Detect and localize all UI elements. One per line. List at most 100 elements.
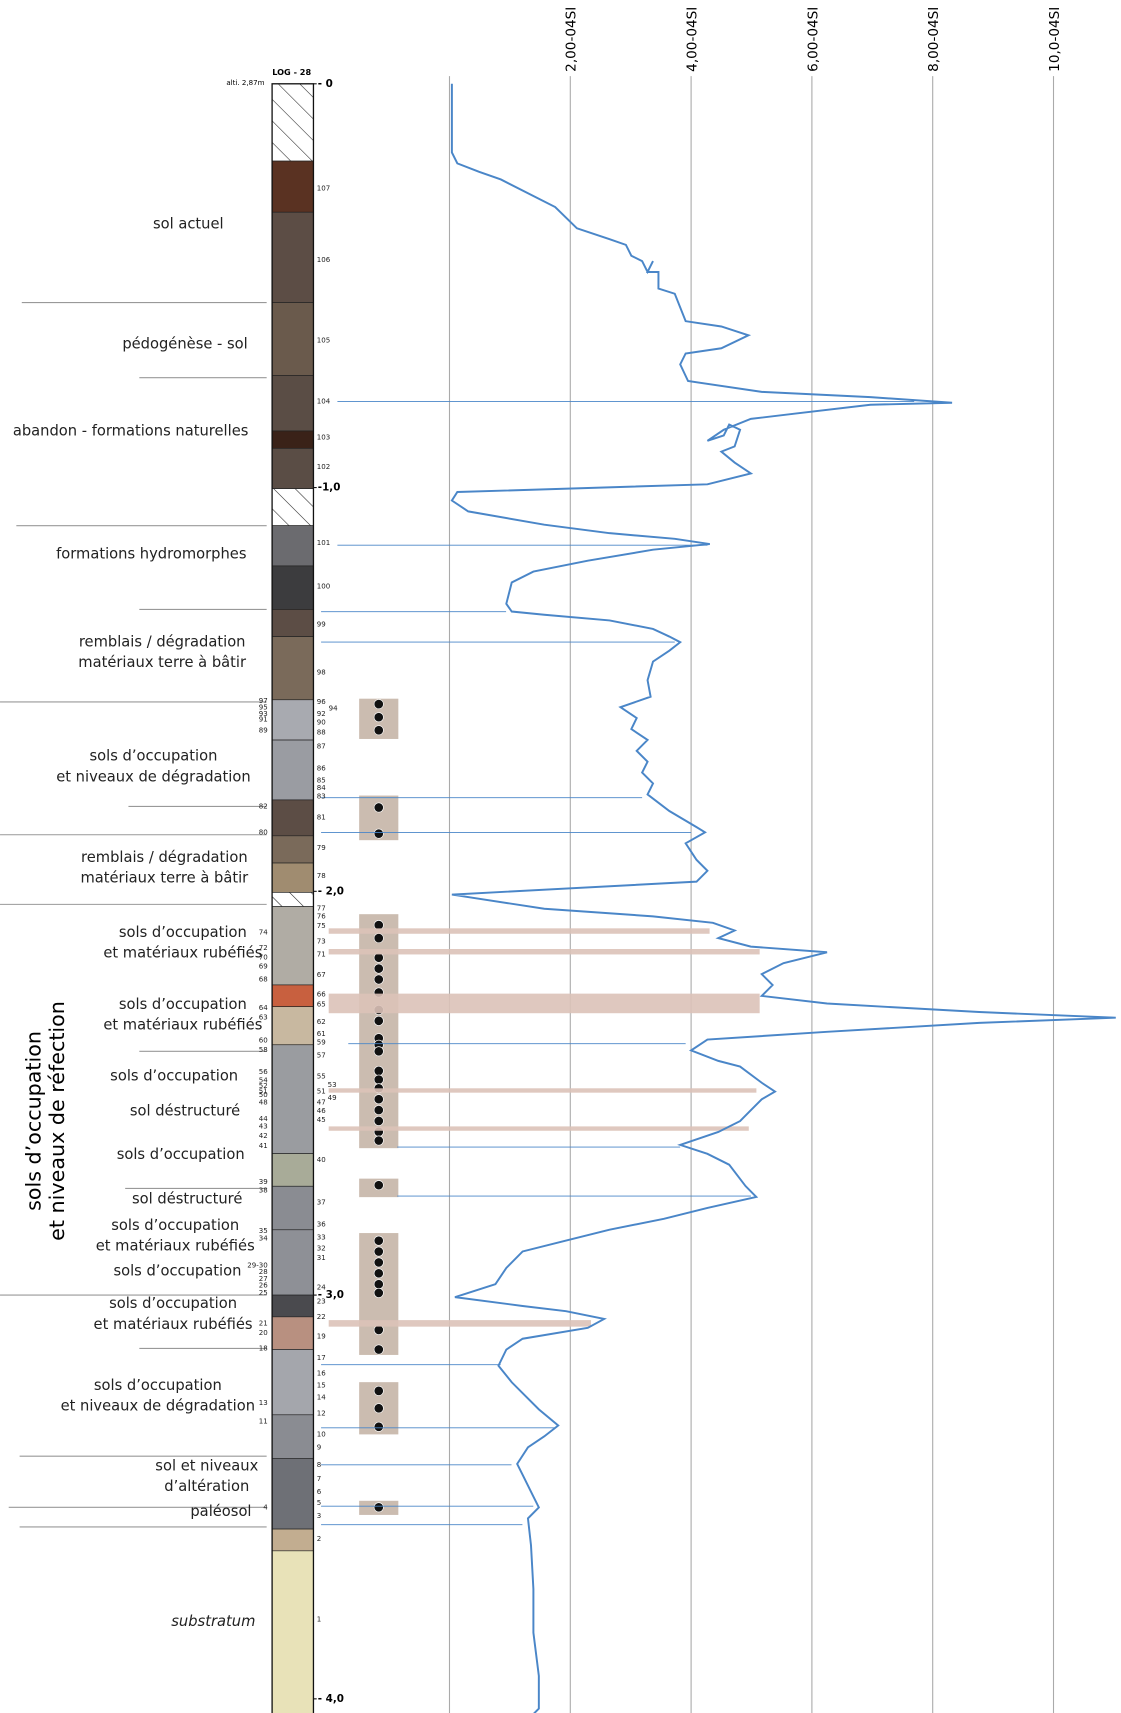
phase-label: et matériaux rubéfiés — [103, 1017, 262, 1034]
depth-label: - 2,0 — [318, 885, 344, 897]
log-layer — [271, 906, 314, 986]
band — [328, 1126, 749, 1131]
unit-number: 103 — [317, 433, 330, 442]
unit-number: 5 — [317, 1498, 322, 1507]
unit-number: 16 — [317, 1368, 326, 1377]
unit-number: 56 — [259, 1067, 268, 1076]
unit-number: 61 — [317, 1029, 326, 1038]
group-label: sols d’occupation — [21, 1031, 45, 1211]
unit-number: 83 — [317, 792, 326, 801]
unit-number: 39 — [259, 1177, 268, 1186]
sample-dot — [373, 828, 384, 839]
sample-dot — [373, 933, 384, 944]
unit-number: 21 — [259, 1318, 268, 1327]
sample-dot — [373, 1287, 384, 1298]
unit-number: 57 — [317, 1051, 326, 1060]
log-layer — [271, 430, 314, 449]
unit-number: 64 — [259, 1003, 268, 1012]
sample-dot — [373, 1344, 384, 1355]
phase-label: et niveaux de dégradation — [61, 1397, 255, 1414]
unit-number: 77 — [317, 904, 326, 913]
log-layer — [271, 1349, 314, 1416]
phase-label: et niveaux de dégradation — [56, 768, 250, 785]
band — [328, 928, 710, 934]
sample-dot — [373, 1246, 384, 1257]
sample-dot — [373, 1074, 384, 1085]
log-layer — [271, 862, 314, 893]
unit-number: 6 — [317, 1487, 322, 1496]
sample-dot — [373, 1279, 384, 1290]
unit-number: 85 — [317, 775, 326, 784]
log-layer — [271, 83, 314, 162]
phase-label: sols d’occupation — [117, 1146, 245, 1163]
unit-number: 68 — [259, 974, 268, 983]
phase-label: pédogénèse - sol — [122, 335, 247, 352]
unit-number: 43 — [259, 1121, 268, 1130]
unit-number: 1 — [317, 1614, 322, 1623]
unit-number: 46 — [317, 1106, 326, 1115]
log-layer — [271, 1528, 314, 1552]
sample-dot — [373, 1180, 384, 1191]
unit-number: 100 — [317, 582, 331, 591]
unit-number: 20 — [259, 1328, 268, 1337]
sample-dot — [373, 963, 384, 974]
band — [328, 993, 760, 1014]
log-layer — [271, 1006, 314, 1046]
sample-dot — [373, 1403, 384, 1414]
unit-number: 12 — [317, 1409, 326, 1418]
unit-number: 65 — [317, 1000, 326, 1009]
unit-number: 79 — [317, 843, 326, 852]
unit-number: 107 — [317, 183, 330, 192]
unit-number: 81 — [317, 812, 326, 821]
unit-number: 14 — [317, 1392, 326, 1401]
unit-number: 75 — [317, 921, 326, 930]
unit-number: 58 — [259, 1045, 268, 1054]
unit-number: 45 — [317, 1115, 326, 1124]
unit-number: 106 — [317, 255, 331, 264]
log-layer — [271, 1414, 314, 1459]
unit-number: 44 — [259, 1114, 268, 1123]
phase-label: et matériaux rubéfiés — [103, 945, 262, 962]
unit-number: 9 — [317, 1442, 322, 1451]
unit-number: 74 — [259, 928, 268, 937]
phase-label: sols d’occupation — [113, 1262, 241, 1279]
unit-number: 51 — [317, 1087, 326, 1096]
unit-number: 11 — [259, 1416, 268, 1425]
unit-number: 80 — [259, 828, 268, 837]
band — [328, 1320, 591, 1327]
unit-number: 25 — [259, 1288, 268, 1297]
depth-label: -1,0 — [318, 482, 341, 494]
log-layers — [271, 83, 314, 1713]
unit-number: 66 — [317, 990, 326, 999]
unit-number: 27 — [259, 1274, 268, 1283]
sample-dot — [373, 699, 384, 710]
unit-number: 10 — [317, 1429, 326, 1438]
unit-number: 13 — [259, 1398, 268, 1407]
unit-number: 8 — [317, 1460, 322, 1469]
unit-number: 86 — [317, 763, 326, 772]
unit-number: 59 — [317, 1038, 326, 1047]
sample-dot — [373, 712, 384, 723]
unit-number: 2 — [317, 1534, 322, 1543]
unit-number: 73 — [317, 936, 326, 945]
phase-label: abandon - formations naturelles — [13, 422, 249, 439]
unit-number: 63 — [259, 1013, 268, 1022]
unit-number: 99 — [317, 620, 326, 629]
log-layer — [271, 488, 314, 526]
unit-number: 82 — [259, 801, 268, 810]
band — [328, 949, 760, 955]
unit-number: 42 — [259, 1131, 268, 1140]
unit-number: 31 — [317, 1253, 326, 1262]
phase-label: sols d’occupation — [119, 924, 247, 941]
phase-label: sol et niveaux — [155, 1457, 258, 1474]
log-layer — [271, 375, 314, 432]
unit-number: 84 — [317, 783, 326, 792]
unit-number: 48 — [259, 1097, 268, 1106]
unit-number: 53 — [328, 1080, 337, 1089]
sample-dot — [373, 974, 384, 985]
phase-label: sols d’occupation — [119, 996, 247, 1013]
phase-label: sols d’occupation — [94, 1377, 222, 1394]
unit-number: 28 — [259, 1267, 268, 1276]
log-layer — [271, 609, 314, 637]
